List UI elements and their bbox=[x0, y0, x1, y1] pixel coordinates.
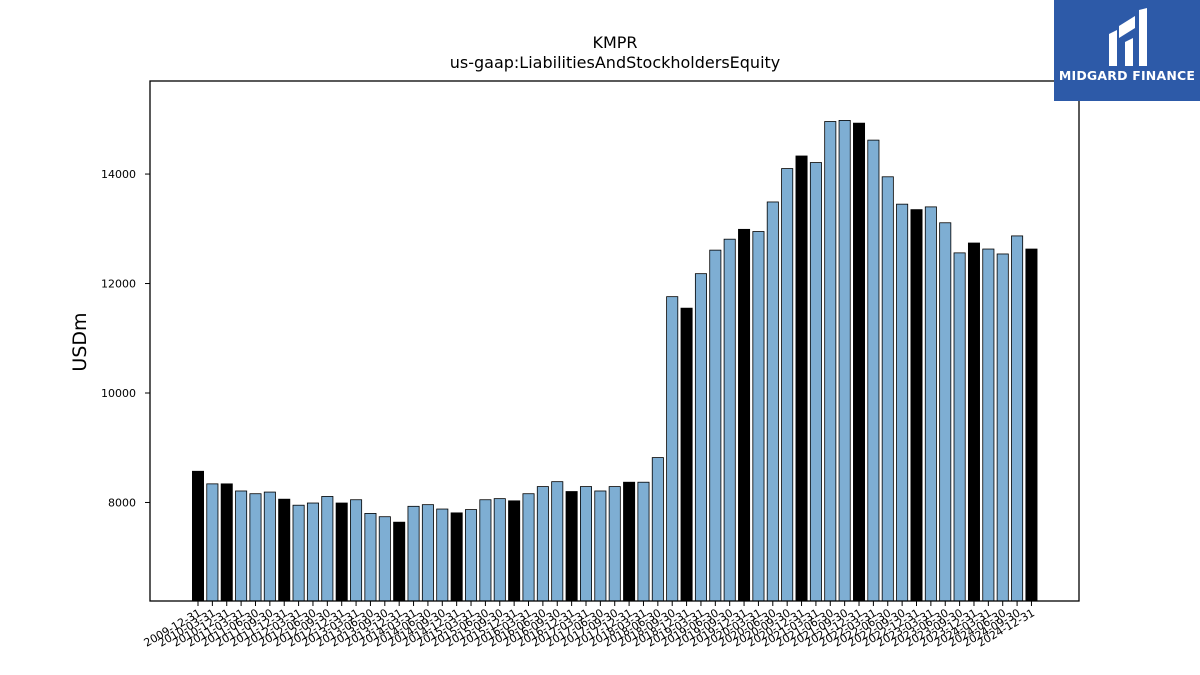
y-tick-label: 12000 bbox=[101, 278, 136, 291]
bar-2011-09-30 bbox=[263, 491, 276, 602]
bar-2011-06-30 bbox=[249, 493, 262, 602]
bar-2009-12-31 bbox=[191, 470, 204, 602]
bar-2013-12-31 bbox=[393, 521, 406, 602]
bar-2016-03-31 bbox=[522, 493, 535, 602]
bar-2011-03-31 bbox=[235, 490, 248, 602]
bar-2015-12-31 bbox=[508, 500, 521, 602]
y-tick-label: 8000 bbox=[108, 496, 136, 509]
bar-2010-12-31 bbox=[220, 483, 233, 602]
bar-2016-09-30 bbox=[551, 481, 564, 602]
bar-2020-03-31 bbox=[752, 231, 765, 602]
bar-2012-09-30 bbox=[321, 496, 334, 602]
bar-2019-03-31 bbox=[694, 273, 707, 602]
bar-2021-06-30 bbox=[824, 121, 837, 602]
midgard-logo-icon bbox=[1109, 8, 1147, 66]
bar-2023-12-31 bbox=[967, 242, 980, 602]
y-axis: 8000 10000 12000 14000 bbox=[101, 168, 150, 509]
bar-2015-06-30 bbox=[479, 499, 492, 602]
bar-2015-09-30 bbox=[493, 498, 506, 602]
y-axis-label: USDm bbox=[69, 312, 91, 371]
chart-title: KMPR bbox=[592, 33, 637, 52]
bar-2023-06-30 bbox=[939, 222, 952, 602]
bar-2015-03-31 bbox=[465, 509, 478, 602]
bar-2021-03-31 bbox=[809, 162, 822, 602]
bar-2014-12-31 bbox=[450, 512, 463, 602]
bar-2017-06-30 bbox=[594, 490, 607, 602]
bar-2013-03-31 bbox=[350, 499, 363, 602]
bar-2024-03-31 bbox=[982, 248, 995, 602]
brand-logo: MIDGARD FINANCE bbox=[1054, 0, 1200, 101]
bar-2016-06-30 bbox=[536, 486, 549, 602]
bar-2020-06-30 bbox=[766, 201, 779, 602]
bar-2019-12-31 bbox=[738, 228, 751, 602]
x-axis: 2009-12-312010-03-312010-12-312011-03-31… bbox=[142, 601, 1037, 650]
bar-2012-12-31 bbox=[335, 502, 348, 602]
bar-2017-09-30 bbox=[608, 486, 621, 602]
y-tick-label: 14000 bbox=[101, 168, 136, 181]
bar-2014-06-30 bbox=[421, 504, 434, 602]
bar-2018-06-30 bbox=[651, 457, 664, 602]
bar-2018-03-31 bbox=[637, 481, 650, 602]
bar-2014-09-30 bbox=[436, 508, 449, 602]
brand-name: MIDGARD FINANCE bbox=[1058, 68, 1196, 83]
bar-2024-12-31 bbox=[1025, 248, 1038, 602]
bar-series bbox=[191, 120, 1038, 602]
bar-2022-06-30 bbox=[881, 176, 894, 602]
plot-frame bbox=[149, 80, 1080, 602]
bar-2021-12-31 bbox=[853, 122, 866, 602]
y-tick-label: 10000 bbox=[101, 387, 136, 400]
bar-2022-03-31 bbox=[867, 139, 880, 602]
bar-2020-12-31 bbox=[795, 155, 808, 602]
bar-2013-09-30 bbox=[378, 516, 391, 602]
bar-2023-03-31 bbox=[924, 206, 937, 602]
bar-2011-12-31 bbox=[278, 498, 291, 602]
bar-2021-09-30 bbox=[838, 120, 851, 602]
bar-2020-09-30 bbox=[781, 168, 794, 602]
bar-2024-09-30 bbox=[1011, 235, 1024, 602]
bar-2018-12-31 bbox=[680, 307, 693, 602]
bar-2016-12-31 bbox=[565, 491, 578, 602]
bar-2022-09-30 bbox=[896, 203, 909, 602]
bar-2013-06-30 bbox=[364, 513, 377, 602]
bar-2010-03-31 bbox=[206, 483, 219, 602]
bar-2018-09-30 bbox=[666, 296, 679, 602]
bar-2014-03-31 bbox=[407, 505, 420, 602]
bar-2017-12-31 bbox=[623, 481, 636, 602]
bar-2012-06-30 bbox=[306, 502, 319, 602]
bar-2023-09-30 bbox=[953, 252, 966, 602]
bar-2019-09-30 bbox=[723, 238, 736, 602]
bar-2019-06-30 bbox=[709, 249, 722, 602]
chart-subtitle: us-gaap:LiabilitiesAndStockholdersEquity bbox=[450, 53, 781, 72]
bar-2017-03-31 bbox=[579, 486, 592, 602]
bar-2022-12-31 bbox=[910, 209, 923, 602]
bar-2012-03-31 bbox=[292, 504, 305, 602]
bar-2024-06-30 bbox=[996, 253, 1009, 602]
